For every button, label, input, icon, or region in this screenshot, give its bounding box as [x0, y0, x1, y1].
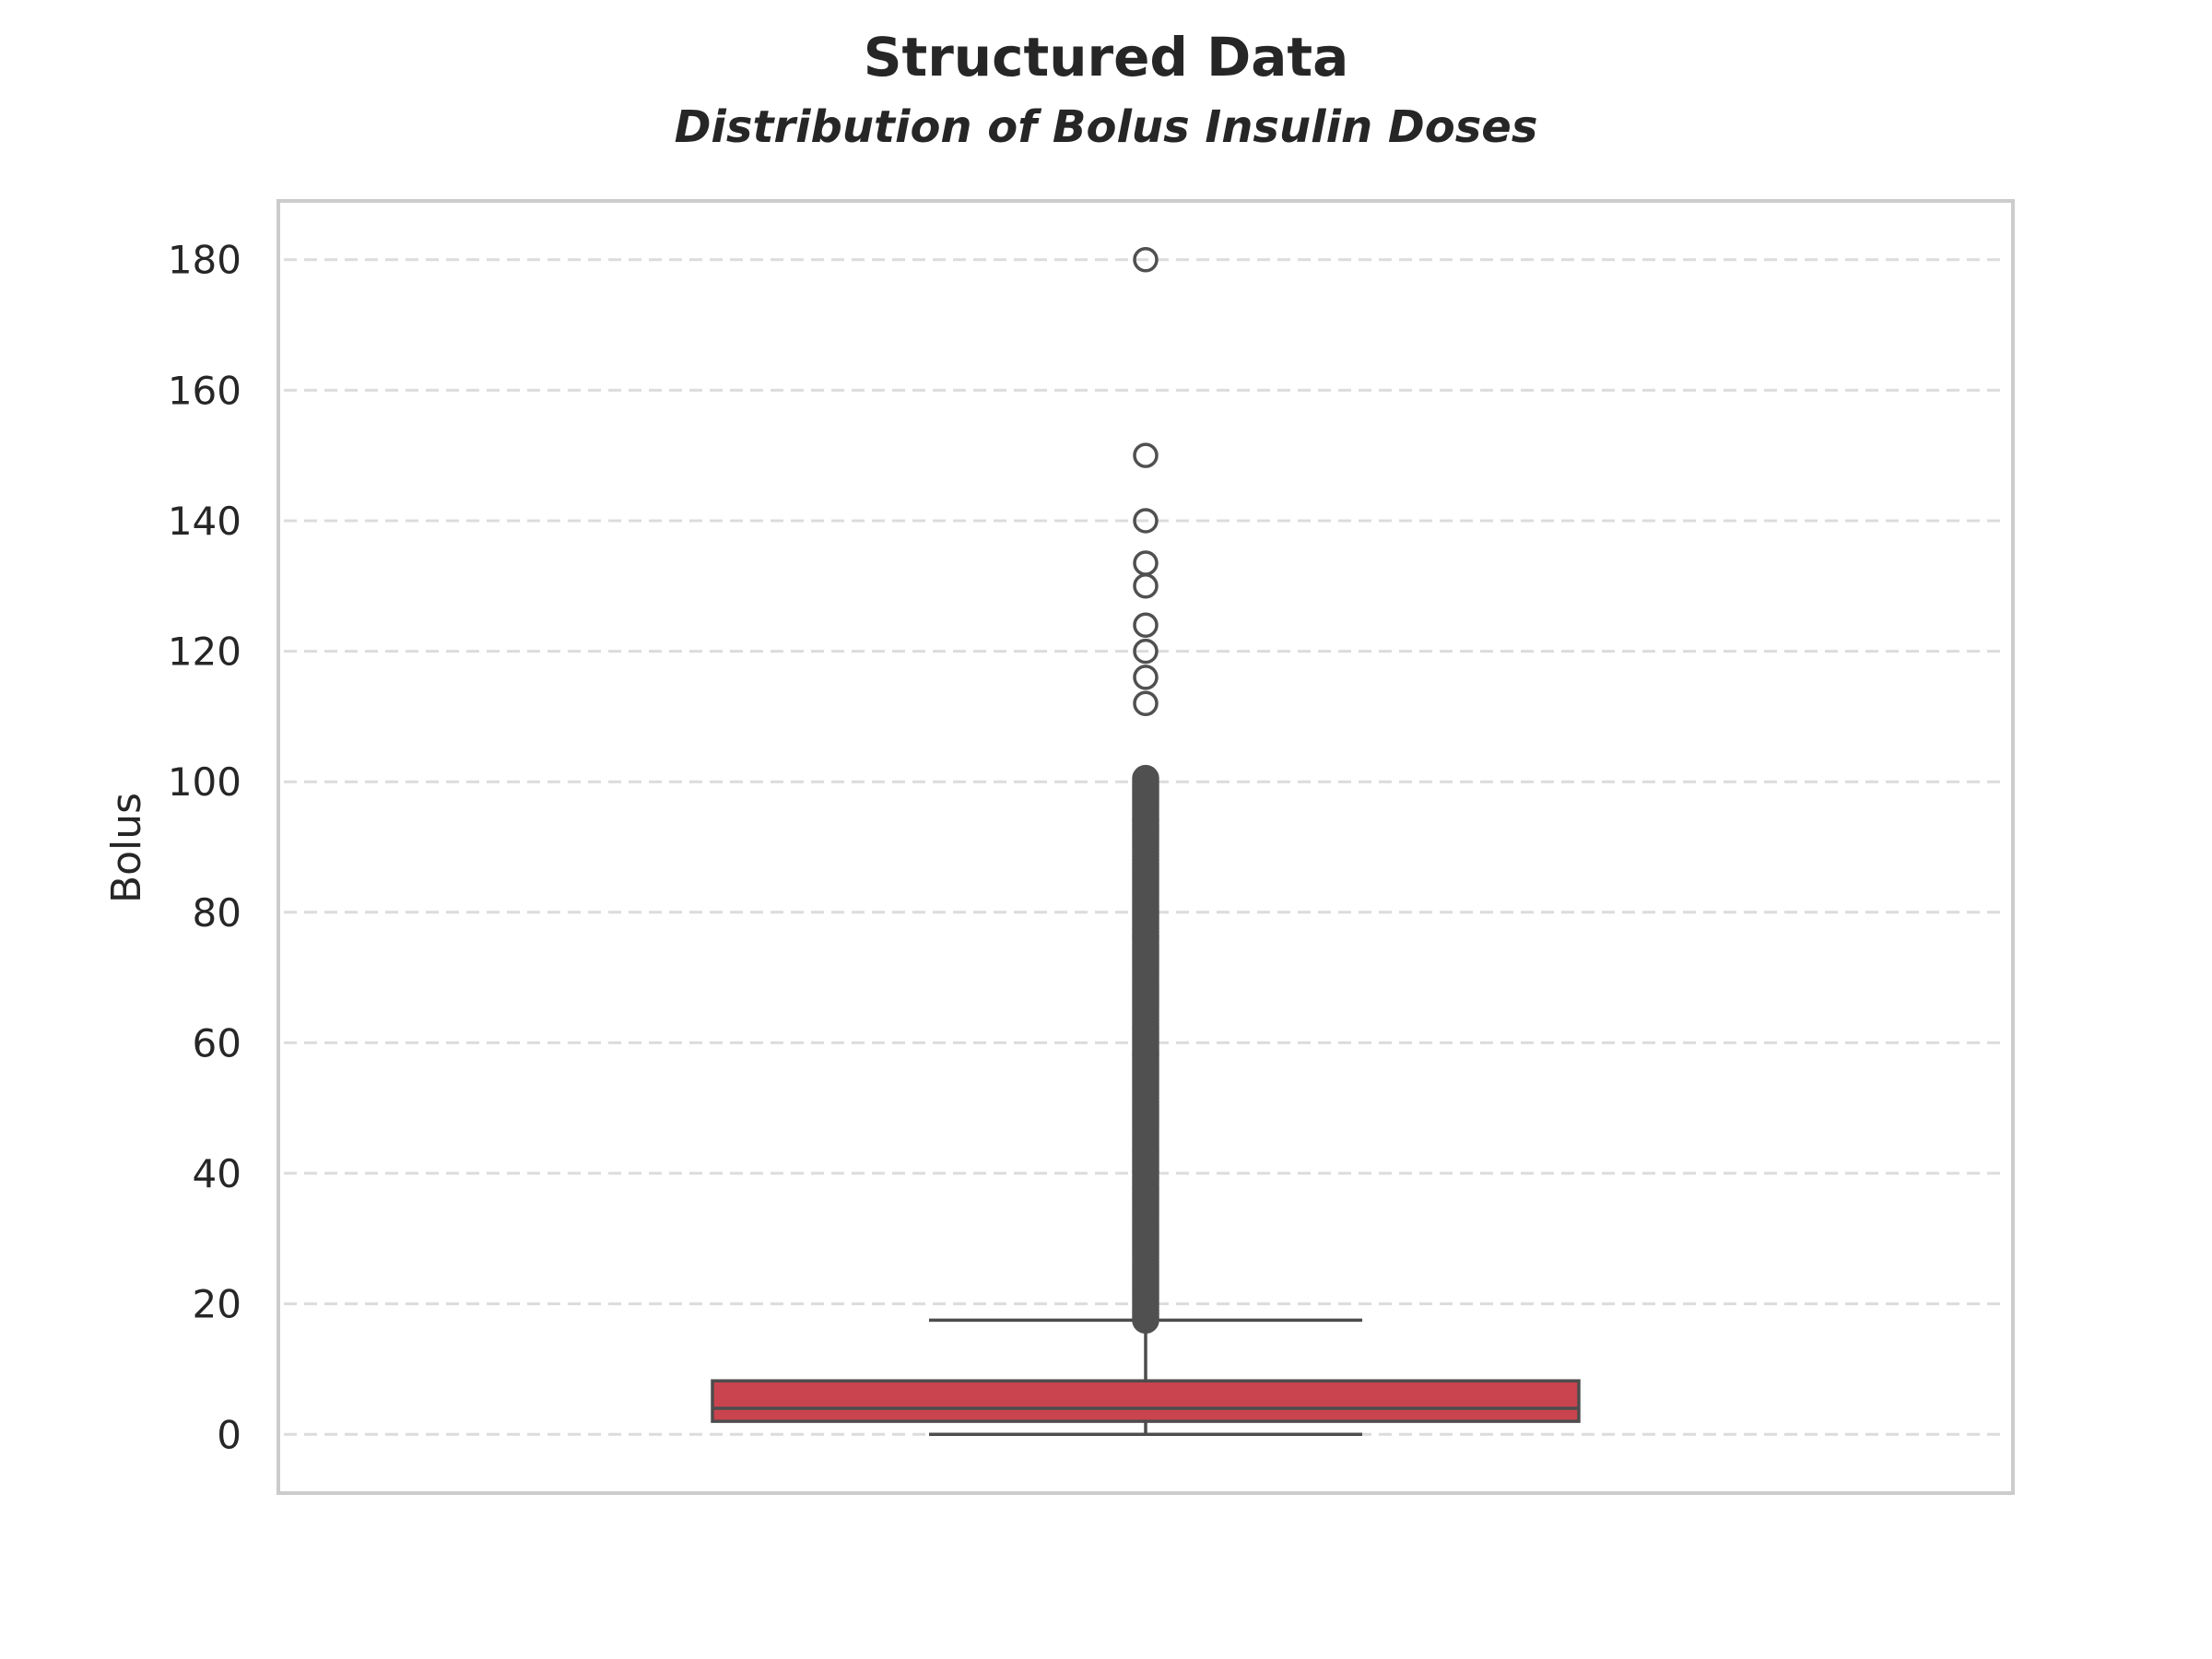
y-tick-label-120: 120	[168, 629, 241, 675]
y-axis-label: Bolus	[103, 793, 150, 903]
box-iqr	[711, 1379, 1581, 1423]
chart-title: Structured Data	[863, 26, 1349, 88]
y-tick-label-160: 160	[168, 368, 241, 413]
outlier-point	[1133, 612, 1159, 639]
y-tick-label-40: 40	[193, 1151, 241, 1196]
plot-frame	[276, 199, 2015, 1495]
y-tick-label-80: 80	[193, 890, 241, 935]
outlier-point	[1133, 638, 1159, 665]
outlier-point	[1133, 573, 1159, 599]
y-tick-label-20: 20	[193, 1282, 241, 1327]
y-tick-label-180: 180	[168, 238, 241, 283]
chart-subtitle: Distribution of Bolus Insulin Doses	[674, 101, 1538, 153]
outlier-point	[1133, 550, 1159, 576]
y-tick-label-140: 140	[168, 499, 241, 544]
outlier-point	[1133, 442, 1159, 468]
outlier-point	[1133, 665, 1159, 690]
y-tick-label-0: 0	[217, 1412, 241, 1457]
outlier-point	[1133, 508, 1159, 534]
outlier-point	[1133, 690, 1159, 716]
outlier-point	[1133, 246, 1159, 273]
outlier-dense-point	[1132, 764, 1159, 793]
y-tick-label-100: 100	[168, 759, 241, 805]
y-tick-label-60: 60	[193, 1020, 241, 1065]
